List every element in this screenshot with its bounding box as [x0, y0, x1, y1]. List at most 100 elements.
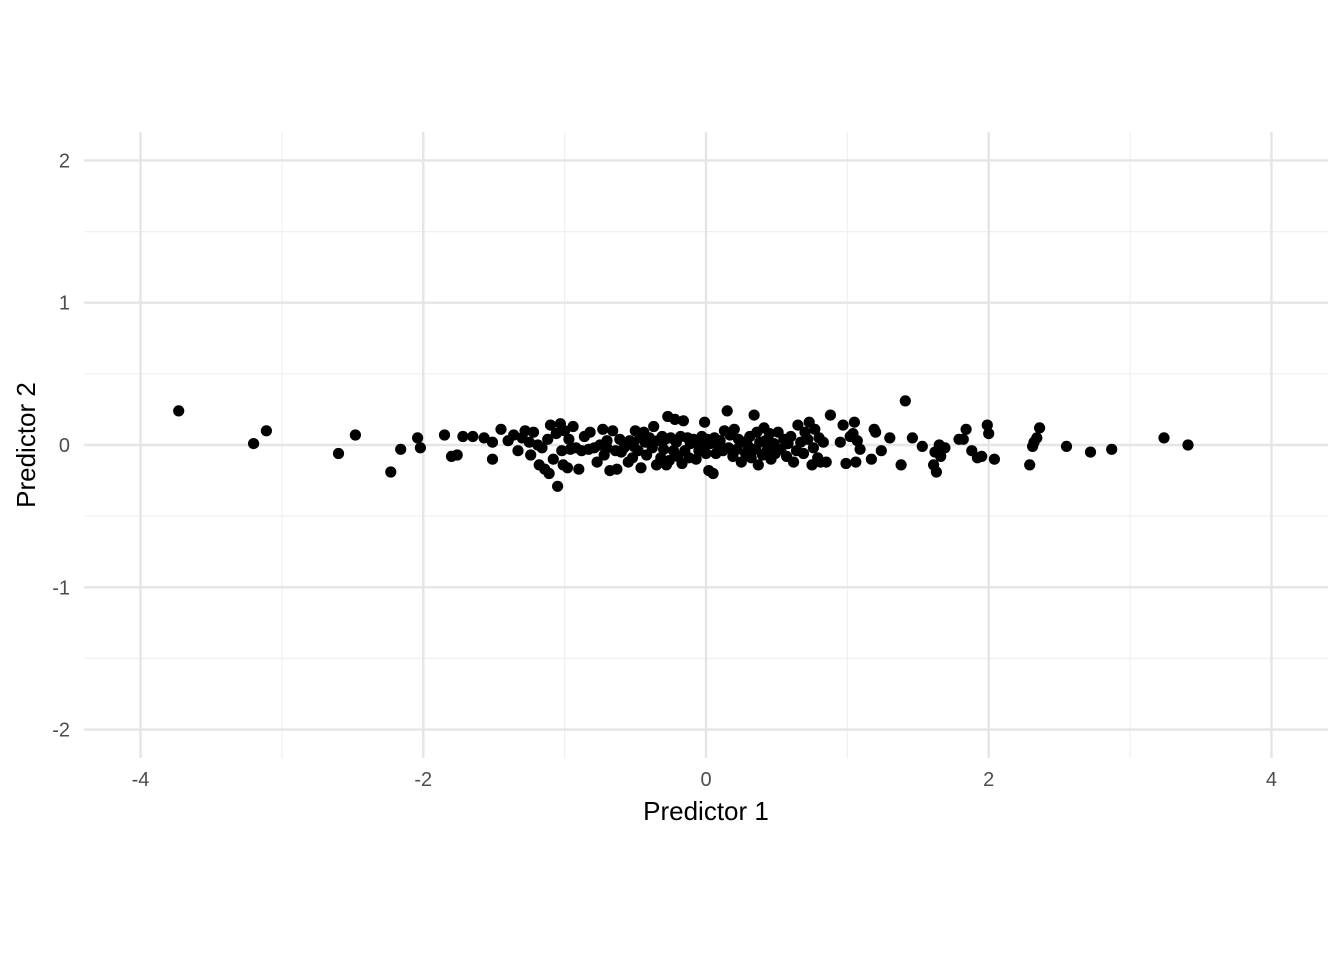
data-point: [611, 463, 623, 475]
x-axis-title: Predictor 1: [643, 796, 769, 826]
data-point: [635, 462, 647, 474]
data-point: [525, 449, 537, 461]
data-point: [700, 447, 712, 460]
data-point: [552, 480, 564, 492]
y-axis-ticks: -2 -1 0 1 2: [52, 150, 70, 741]
data-point: [884, 432, 896, 444]
data-point: [567, 420, 579, 433]
data-point: [840, 457, 852, 470]
data-point: [957, 433, 969, 445]
y-tick-label: -1: [52, 577, 70, 599]
data-point: [478, 432, 490, 444]
data-point: [788, 456, 800, 468]
data-point: [809, 423, 821, 435]
data-point: [512, 445, 524, 457]
data-point: [677, 415, 690, 427]
y-tick-label: 0: [59, 435, 70, 457]
data-point: [792, 419, 804, 431]
data-point: [648, 420, 660, 433]
data-point: [865, 453, 878, 465]
data-point: [508, 429, 520, 441]
data-point: [960, 423, 972, 435]
y-tick-label: -2: [52, 720, 70, 742]
data-point: [597, 423, 609, 435]
data-point: [451, 449, 463, 461]
data-point: [395, 443, 407, 455]
data-point: [536, 442, 548, 454]
data-point: [559, 425, 571, 437]
data-point: [764, 428, 776, 440]
data-point: [486, 436, 499, 448]
data-point: [745, 452, 757, 464]
data-point: [1182, 439, 1194, 451]
data-point: [899, 395, 911, 407]
data-point: [607, 425, 619, 437]
data-point: [1084, 446, 1097, 458]
data-point: [820, 456, 832, 468]
data-point: [543, 467, 555, 480]
y-axis-title: Predictor 2: [11, 382, 41, 508]
data-point: [988, 453, 1001, 465]
data-point: [486, 453, 499, 465]
data-point: [731, 443, 743, 455]
x-axis-ticks: -4 -2 0 2 4: [132, 769, 1277, 791]
data-point: [556, 445, 568, 457]
data-point: [1024, 459, 1036, 471]
data-point: [260, 425, 272, 437]
data-point: [802, 433, 814, 445]
data-point: [663, 455, 675, 467]
data-point: [1106, 443, 1118, 455]
data-point: [658, 443, 670, 455]
data-point: [824, 409, 837, 421]
data-point: [1060, 440, 1073, 452]
data-point: [573, 463, 585, 475]
data-point: [735, 456, 747, 468]
data-point: [752, 459, 764, 471]
data-point: [916, 440, 928, 452]
data-point: [519, 425, 531, 437]
data-point: [981, 419, 993, 431]
x-tick-label: 0: [700, 769, 711, 791]
data-point: [699, 416, 711, 428]
data-point: [906, 432, 919, 444]
data-point: [544, 419, 557, 431]
data-point: [807, 442, 820, 454]
data-point: [728, 423, 740, 435]
data-point: [632, 445, 644, 457]
x-tick-label: -2: [414, 769, 432, 791]
data-point: [939, 442, 951, 454]
data-point: [1034, 422, 1046, 434]
data-point: [854, 443, 866, 455]
data-point: [714, 435, 726, 447]
data-point: [561, 462, 574, 474]
data-point: [385, 466, 397, 478]
data-point: [690, 453, 702, 465]
data-point: [797, 447, 810, 460]
data-point: [851, 435, 863, 447]
data-point: [837, 419, 849, 431]
data-point: [248, 438, 260, 450]
data-point: [584, 426, 596, 438]
data-point: [669, 413, 681, 425]
data-point: [457, 430, 469, 443]
data-point: [414, 442, 426, 454]
data-point: [976, 450, 988, 462]
data-point: [870, 426, 882, 438]
data-point: [523, 436, 535, 448]
data-point: [349, 429, 361, 441]
data-point: [850, 456, 862, 468]
data-point: [1158, 432, 1170, 444]
data-point: [930, 466, 943, 478]
data-point: [834, 436, 846, 448]
data-point: [817, 436, 829, 448]
data-point: [895, 459, 907, 471]
data-point: [547, 453, 559, 465]
data-point: [748, 409, 760, 421]
data-point: [723, 442, 735, 454]
data-point: [848, 416, 861, 428]
data-point: [495, 423, 507, 435]
data-points: [173, 395, 1194, 492]
data-point: [467, 430, 479, 443]
data-point: [983, 428, 995, 440]
